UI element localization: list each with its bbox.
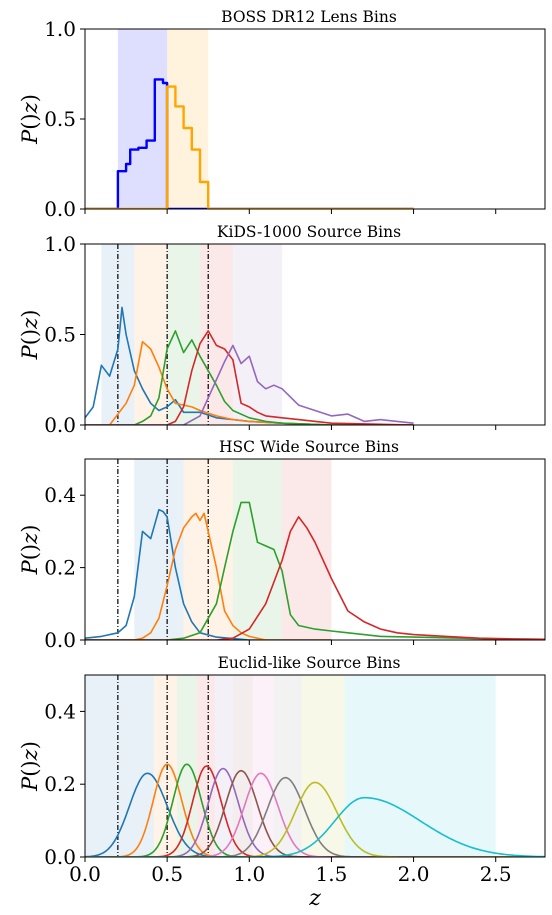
- bin-band-10: [344, 675, 496, 857]
- y-axis-label: P()z): [18, 310, 42, 361]
- bin-band-1: [85, 675, 154, 857]
- y-tick-label: 0.2: [44, 772, 76, 796]
- x-tick-label: 0.0: [69, 862, 101, 886]
- plot-area: [85, 459, 545, 640]
- y-tick-label: 1.0: [44, 17, 76, 41]
- x-tick-label: 1.0: [233, 862, 265, 886]
- panel-title: Euclid-like Source Bins: [218, 654, 401, 672]
- y-tick-label: 0.0: [44, 628, 76, 652]
- series-line-2: [85, 85, 414, 209]
- series-line-4: [85, 516, 545, 640]
- bin-band-4: [282, 459, 332, 640]
- series-line-1: [85, 508, 332, 640]
- series-line-3: [85, 330, 414, 425]
- plot-area: [85, 675, 545, 857]
- bin-band-7: [252, 675, 274, 857]
- series-line-2: [85, 763, 545, 857]
- y-axis-label: P()z): [18, 525, 42, 576]
- y-tick-label: 0.5: [44, 107, 76, 131]
- y-tick-label: 0.4: [44, 483, 76, 507]
- bin-band-5: [232, 244, 283, 425]
- series-line-3: [85, 501, 545, 640]
- series-line-1: [85, 772, 545, 857]
- series-line-2: [85, 340, 414, 425]
- bin-band-1: [117, 29, 168, 209]
- bin-band-2: [167, 29, 209, 209]
- x-axis-label: z: [308, 886, 321, 911]
- y-tick-label: 0.2: [44, 556, 76, 580]
- y-tick-label: 0.0: [44, 413, 76, 437]
- y-tick-label: 0.5: [44, 323, 76, 347]
- panel-3: 0.0 0.2 0.4 HSC Wide Source Bins P()z): [18, 438, 546, 652]
- series-line-5: [85, 344, 414, 425]
- x-tick-label: 2.5: [480, 862, 512, 886]
- series-line-1: [85, 78, 414, 209]
- y-tick-label: 0.0: [44, 845, 76, 869]
- bin-band-3: [167, 244, 200, 425]
- panel-title: HSC Wide Source Bins: [219, 438, 399, 456]
- x-tick-label: 1.5: [316, 862, 348, 886]
- series-line-9: [85, 781, 545, 857]
- panel-title: KiDS-1000 Source Bins: [217, 223, 401, 241]
- bin-band-2: [134, 244, 168, 425]
- bin-band-9: [301, 675, 345, 857]
- y-axis-label: P()z): [18, 94, 42, 145]
- y-tick-label: 1.0: [44, 232, 76, 256]
- series-line-3: [85, 763, 545, 857]
- panel-title: BOSS DR12 Lens Bins: [221, 8, 397, 26]
- x-tick-label: 2.0: [398, 862, 430, 886]
- series-line-8: [85, 776, 545, 857]
- series-line-2: [85, 512, 332, 640]
- axes-frame: [84, 674, 546, 858]
- bin-band-6: [232, 675, 253, 857]
- panel-2: 0.0 0.5 1.0 KiDS-1000 Source Bins P()z): [18, 223, 546, 437]
- plot-area: [85, 29, 414, 209]
- panel-4: 0.0 0.5 1.0 1.5 2.0 2.5 0.0 0.2 0.4 Euclid-like S…: [18, 654, 546, 886]
- plot-area: [85, 244, 414, 425]
- bin-band-5: [214, 675, 233, 857]
- bin-band-3: [177, 675, 197, 857]
- y-tick-label: 0.4: [44, 699, 76, 723]
- series-line-10: [85, 796, 545, 857]
- series-line-7: [85, 772, 545, 857]
- axes-frame: [84, 458, 546, 641]
- x-tick-label: 0.5: [151, 862, 183, 886]
- y-axis-label: P()z): [18, 741, 42, 792]
- y-tick-label: 0.0: [44, 197, 76, 221]
- panel-1: 0.0 0.5 1.0 BOSS DR12 Lens Bins P()z): [18, 8, 546, 221]
